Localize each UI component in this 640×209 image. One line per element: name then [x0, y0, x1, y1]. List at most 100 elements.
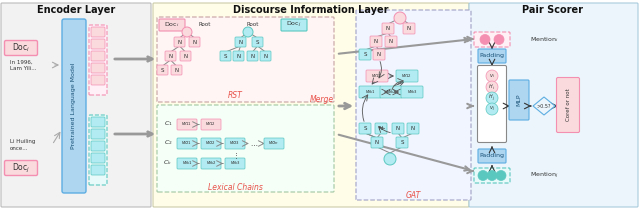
Text: $w_{k3}$: $w_{k3}$ [230, 159, 241, 167]
FancyBboxPatch shape [177, 158, 197, 169]
Text: $v_j$: $v_j$ [489, 104, 495, 114]
FancyBboxPatch shape [477, 65, 506, 143]
Circle shape [486, 92, 498, 104]
FancyBboxPatch shape [91, 75, 105, 85]
Text: Discourse Information Layer: Discourse Information Layer [233, 5, 388, 15]
Text: Coref or not: Coref or not [566, 89, 570, 121]
FancyBboxPatch shape [91, 51, 105, 61]
Text: N: N [379, 126, 383, 131]
FancyBboxPatch shape [91, 27, 105, 37]
Text: N: N [264, 54, 268, 59]
Text: $h'_i$: $h'_i$ [488, 82, 496, 92]
Text: MLP: MLP [516, 94, 522, 106]
FancyBboxPatch shape [474, 32, 510, 47]
FancyBboxPatch shape [469, 3, 638, 207]
Text: Merge: Merge [310, 96, 334, 104]
Text: $w_{21}$: $w_{21}$ [182, 140, 193, 148]
FancyBboxPatch shape [225, 138, 245, 149]
FancyBboxPatch shape [89, 115, 107, 185]
Text: Mention$_j$: Mention$_j$ [530, 170, 559, 181]
Text: Root: Root [199, 23, 211, 28]
FancyBboxPatch shape [478, 49, 506, 63]
FancyBboxPatch shape [174, 37, 185, 47]
FancyBboxPatch shape [247, 51, 258, 61]
FancyBboxPatch shape [396, 70, 418, 82]
Circle shape [487, 171, 497, 181]
Text: RST: RST [228, 92, 243, 101]
Text: N: N [250, 54, 255, 59]
FancyBboxPatch shape [359, 123, 371, 134]
FancyBboxPatch shape [281, 19, 307, 31]
Text: S: S [224, 54, 227, 59]
Text: N: N [407, 26, 411, 31]
FancyBboxPatch shape [509, 80, 529, 120]
FancyBboxPatch shape [233, 51, 244, 61]
Text: $w_{k3}$: $w_{k3}$ [406, 88, 417, 96]
FancyBboxPatch shape [189, 37, 200, 47]
Text: N: N [377, 52, 381, 57]
FancyBboxPatch shape [380, 86, 402, 98]
FancyBboxPatch shape [382, 23, 394, 34]
Text: S: S [161, 68, 164, 73]
FancyBboxPatch shape [225, 158, 245, 169]
Text: $v_i$: $v_i$ [489, 72, 495, 80]
Text: N: N [396, 126, 400, 131]
Circle shape [486, 103, 498, 115]
FancyBboxPatch shape [392, 123, 404, 134]
FancyBboxPatch shape [373, 49, 385, 60]
Text: $w_{2n}$: $w_{2n}$ [268, 140, 280, 148]
Text: N: N [374, 39, 378, 44]
Text: $w_{12}$: $w_{12}$ [205, 121, 216, 129]
Text: $h'_j$: $h'_j$ [488, 93, 496, 103]
FancyBboxPatch shape [1, 3, 151, 207]
Text: Pair Scorer: Pair Scorer [522, 5, 584, 15]
Text: N: N [175, 68, 179, 73]
Text: Li Huiling: Li Huiling [10, 139, 35, 144]
Text: $C_k$: $C_k$ [163, 159, 173, 167]
Text: Mention$_i$: Mention$_i$ [530, 35, 559, 44]
Circle shape [494, 34, 504, 45]
FancyBboxPatch shape [153, 3, 469, 207]
Text: N: N [236, 54, 241, 59]
Text: Doc$_i$: Doc$_i$ [12, 42, 30, 54]
FancyBboxPatch shape [177, 138, 197, 149]
FancyBboxPatch shape [201, 138, 221, 149]
Circle shape [486, 70, 498, 82]
Text: GAT: GAT [405, 190, 420, 200]
Text: N: N [239, 40, 243, 45]
Text: $\vdots$: $\vdots$ [232, 151, 238, 161]
Text: >0.5?: >0.5? [537, 103, 551, 108]
Text: S: S [400, 140, 404, 145]
Text: Root: Root [247, 23, 259, 28]
Circle shape [243, 27, 253, 37]
Text: N: N [375, 140, 379, 145]
FancyBboxPatch shape [91, 129, 105, 139]
FancyBboxPatch shape [385, 36, 397, 47]
FancyBboxPatch shape [4, 41, 38, 56]
Text: N: N [193, 40, 196, 45]
FancyBboxPatch shape [557, 78, 579, 133]
Text: $w_{k1}$: $w_{k1}$ [182, 159, 193, 167]
Text: Padding: Padding [479, 54, 504, 59]
FancyBboxPatch shape [403, 23, 415, 34]
Text: N: N [389, 39, 393, 44]
Circle shape [394, 12, 406, 24]
Circle shape [486, 81, 498, 93]
FancyBboxPatch shape [366, 70, 388, 82]
FancyBboxPatch shape [91, 39, 105, 49]
Text: once...: once... [10, 145, 29, 150]
Text: N: N [411, 126, 415, 131]
FancyBboxPatch shape [157, 17, 334, 102]
Text: $w_{22}$: $w_{22}$ [205, 140, 216, 148]
Text: $\cdots$: $\cdots$ [250, 140, 258, 147]
Text: S: S [256, 40, 259, 45]
FancyBboxPatch shape [264, 138, 284, 149]
FancyBboxPatch shape [91, 63, 105, 73]
FancyBboxPatch shape [407, 123, 419, 134]
Text: Doc$_j$: Doc$_j$ [12, 161, 30, 175]
FancyBboxPatch shape [4, 161, 38, 176]
FancyBboxPatch shape [91, 141, 105, 151]
Text: Pretrained Language Model: Pretrained Language Model [72, 63, 77, 149]
Text: Lam Yili...: Lam Yili... [10, 65, 36, 70]
Text: S: S [364, 126, 367, 131]
